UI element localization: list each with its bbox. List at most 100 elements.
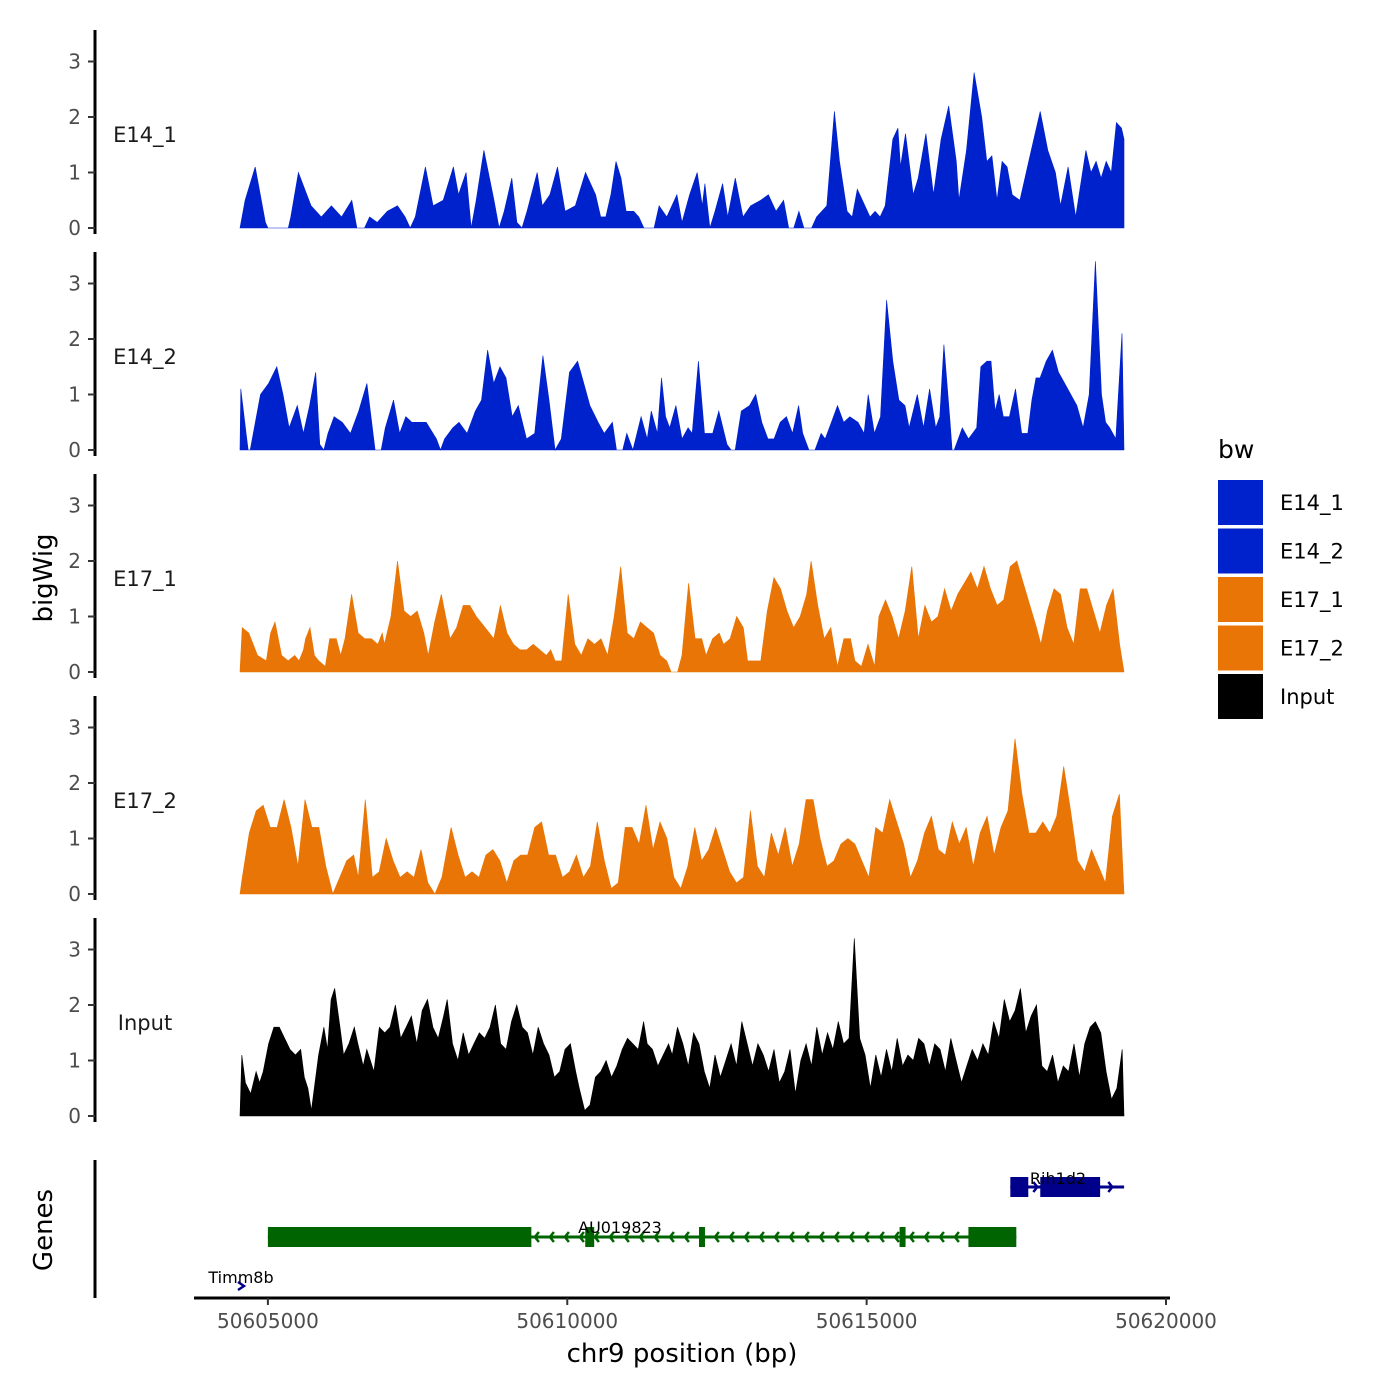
y-tick-label: 1 (68, 605, 81, 629)
gene-strand-arrow (668, 1231, 675, 1243)
gene-exon-block (1040, 1177, 1101, 1197)
x-axis-title: chr9 position (bp) (567, 1339, 798, 1369)
gene-strand-arrow (788, 1231, 795, 1243)
y-tick-label: 1 (68, 161, 81, 185)
y-tick-label: 2 (68, 993, 81, 1017)
track-area-e14_1 (239, 72, 1125, 229)
track-label: E17_2 (113, 789, 177, 814)
gene-strand-arrow (683, 1231, 690, 1243)
track-input: 0 1 2 3 Input (68, 918, 1125, 1128)
legend-items: E14_1 E14_2 E17_1 E17_2 Input (1218, 480, 1344, 719)
gene-strand-arrow (1032, 1181, 1039, 1193)
track-area-e17_1 (239, 560, 1125, 673)
gene-strand-arrow (623, 1231, 630, 1243)
track-label: E14_2 (113, 345, 177, 370)
gene-label: Timm8b (207, 1268, 273, 1287)
legend-swatch (1218, 625, 1263, 671)
x-tick-label: 50620000 (1115, 1309, 1217, 1333)
gene-strand-arrow (953, 1231, 960, 1243)
y-tick-label: 2 (68, 105, 81, 129)
y-tick-label: 1 (68, 827, 81, 851)
y-tick-label: 3 (68, 938, 81, 962)
x-axis: 50605000 50610000 50615000 50620000 (194, 1296, 1217, 1333)
y-tick-label: 0 (68, 1104, 81, 1128)
y-tick-label: 3 (68, 716, 81, 740)
legend-item-e14_1: E14_1 (1218, 480, 1344, 525)
legend-label: E14_1 (1280, 491, 1344, 516)
gene-strand-arrow (578, 1231, 585, 1243)
track-label: E17_1 (113, 567, 177, 592)
gene-label: AU019823 (578, 1218, 662, 1237)
tracks-layer: 0 1 2 3 E14_1 0 1 2 3 E14_2 0 1 2 3 E17_1 0 1 2 3 E17_2 0 1 2 3… (68, 30, 1125, 1128)
track-area-e17_2 (239, 738, 1125, 895)
gene-strand-arrow (818, 1231, 825, 1243)
gene-strand-arrow (237, 1280, 247, 1292)
gene-label: Rih1d2 (1030, 1169, 1086, 1188)
legend-swatch (1218, 480, 1263, 525)
genes-layer: Rih1d2 AU019823 Timm8b (93, 1160, 1125, 1298)
y-tick-label: 3 (68, 272, 81, 296)
track-label: Input (118, 1011, 172, 1035)
legend-swatch (1218, 674, 1263, 719)
gene-timm8b: Timm8b (207, 1268, 274, 1292)
gene-exon-block (1010, 1177, 1029, 1197)
gene-strand-arrow (878, 1231, 885, 1243)
gene-strand-arrow (713, 1231, 720, 1243)
legend-swatch (1218, 577, 1263, 622)
y-tick-label: 3 (68, 494, 81, 518)
y-tick-label: 0 (68, 660, 81, 684)
gene-strand-arrow (563, 1231, 570, 1243)
gene-rih1d2: Rih1d2 (1010, 1169, 1125, 1197)
track-area-input (239, 938, 1125, 1117)
x-tick-label: 50605000 (217, 1309, 319, 1333)
gene-strand-arrow (938, 1231, 945, 1243)
y-tick-label: 3 (68, 50, 81, 74)
track-label: E14_1 (113, 123, 177, 148)
gene-strand-arrow (653, 1231, 660, 1243)
gene-strand-arrow (908, 1231, 915, 1243)
gene-strand-arrow (548, 1231, 555, 1243)
gene-strand-arrow (833, 1231, 840, 1243)
gene-strand-arrow (893, 1231, 900, 1243)
legend-title: bw (1218, 435, 1254, 464)
track-e14_1: 0 1 2 3 E14_1 (68, 30, 1125, 240)
legend-item-e17_1: E17_1 (1218, 577, 1344, 622)
y-tick-label: 0 (68, 438, 81, 462)
gene-strand-arrow (803, 1231, 810, 1243)
gene-strand-arrow (758, 1231, 765, 1243)
gene-exon-block (899, 1227, 906, 1247)
legend-label: E17_2 (1280, 637, 1344, 662)
gene-strand-arrow (773, 1231, 780, 1243)
gene-strand-arrow (638, 1231, 645, 1243)
track-e17_2: 0 1 2 3 E17_2 (68, 696, 1125, 906)
legend-label: E14_2 (1280, 540, 1344, 565)
legend: bw E14_1 E14_2 E17_1 E17_2 Input (1218, 435, 1344, 719)
y-tick-label: 2 (68, 327, 81, 351)
y-tick-label: 2 (68, 549, 81, 573)
x-tick-label: 50610000 (516, 1309, 618, 1333)
legend-label: Input (1280, 685, 1334, 709)
y-tick-label: 2 (68, 771, 81, 795)
gene-strand-arrow (533, 1231, 540, 1243)
track-area-e14_2 (239, 261, 1125, 452)
y-tick-label: 0 (68, 216, 81, 240)
gene-strand-arrow (608, 1231, 615, 1243)
gene-exon-block (698, 1227, 705, 1247)
gene-strand-arrow (1107, 1181, 1114, 1193)
y-tick-label: 1 (68, 1049, 81, 1073)
legend-item-input: Input (1218, 674, 1334, 719)
y-axis-title: bigWig (29, 533, 59, 622)
gene-exon-block (585, 1227, 595, 1247)
gene-strand-arrow (743, 1231, 750, 1243)
y-tick-label: 0 (68, 882, 81, 906)
gene-exon-block (968, 1227, 1017, 1247)
gene-strand-arrow (863, 1231, 870, 1243)
gene-strand-arrow (728, 1231, 735, 1243)
legend-item-e14_2: E14_2 (1218, 528, 1344, 574)
track-e17_1: 0 1 2 3 E17_1 (68, 474, 1125, 684)
gene-au019823: AU019823 (267, 1218, 1017, 1247)
legend-label: E17_1 (1280, 588, 1344, 613)
gene-strand-arrow (923, 1231, 930, 1243)
genes-axis-title: Genes (29, 1189, 59, 1271)
